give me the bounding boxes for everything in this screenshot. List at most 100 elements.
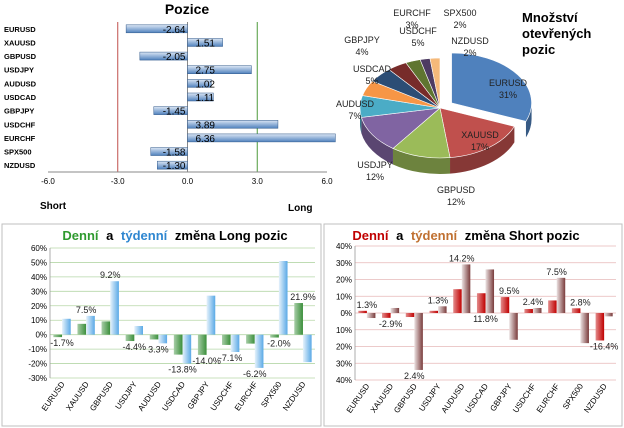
pozice-category-label: USDCHF [4,120,36,129]
long-category-label: USDCAD [160,380,187,413]
pozice-bar [187,120,279,129]
pie-slice-percent: 4% [355,47,368,57]
long-y-tick-label: 60% [31,244,47,253]
pozice-x-tick-label: 0.0 [182,177,194,186]
short-y-tick-label: 10% [336,326,352,335]
long-category-label: USDCHF [209,380,236,413]
short-weekly-bar [485,269,495,313]
pozice-bar [153,106,188,115]
pie-slice-side [525,102,532,138]
pozice-value-label: 1.51 [196,38,216,49]
pozice-bar [187,38,223,47]
short-category-label: GBPJPY [488,381,514,413]
short-daily-bar [524,308,533,313]
short-y-tick-label: 30% [336,359,352,368]
pie-slice-side [450,126,515,174]
pie-slice-label: AUDUSD [336,99,375,109]
long-category-label: XAUUSD [64,380,91,413]
short-weekly-bar [556,277,566,313]
short-title-weekly: týdenní [411,228,458,243]
pozice-bar [150,147,188,156]
short-y-tick-label: 10% [336,292,352,301]
long-daily-bar [149,334,159,340]
short-y-tick-label: 20% [336,343,352,352]
short-data-label: 2.4% [404,371,425,381]
short-weekly-bar [532,307,542,313]
long-daily-bar [125,334,135,342]
pie-slice [361,107,441,149]
long-category-label: EURUSD [40,380,67,413]
long-weekly-bar [230,334,240,352]
pie-slice-label: USDCHF [399,26,437,36]
long-title-weekly: týdenní [121,228,168,243]
short-title-rest: změna Short pozic [465,228,580,243]
pie-slice-percent: 2% [463,48,476,58]
pozice-category-label: USDCAD [4,93,37,102]
short-y-tick-label: 30% [336,259,352,268]
short-chart-border [323,223,623,427]
long-y-tick-label: -30% [28,374,47,383]
pie-slice [439,107,515,158]
pie-slice-label: SPX500 [443,8,476,18]
pozice-category-label: EURCHF [4,134,36,143]
short-label: Short [40,201,67,212]
long-category-label: USDJPY [113,379,139,411]
short-data-label: 2.4% [523,297,544,307]
pie-slice-percent: 5% [411,38,424,48]
pie-slice-label: USDJPY [357,160,393,170]
pozice-value-label: -2.64 [163,25,186,36]
pie-slice-percent: 12% [366,172,384,182]
short-daily-bar [595,313,605,341]
short-data-label: 7.5% [546,267,567,277]
long-weekly-bar [110,281,119,335]
long-weekly-bar [158,334,168,344]
pie-slice-label: GBPJPY [344,35,380,45]
pie-slice-label: NZDUSD [451,36,489,46]
short-title-and: a [396,228,404,243]
pozice-category-label: NZDUSD [4,161,36,170]
pozice-bar [187,92,214,102]
pie-slice-side [392,148,451,174]
long-daily-bar [294,303,303,335]
pozice-category-label: AUDUSD [4,79,37,88]
long-category-label: NZDUSD [281,380,308,413]
short-data-label: 1.3% [428,295,449,305]
long-daily-bar [270,334,279,338]
pozice-value-label: 3.89 [196,120,216,131]
pie-slice-label: XAUUSD [461,130,499,140]
short-daily-bar [453,289,462,313]
long-y-tick-label: -10% [28,345,47,354]
long-category-label: EURCHF [233,380,260,413]
pozice-x-tick-label: 3.0 [252,177,264,186]
short-weekly-bar [461,264,471,313]
long-daily-bar [53,334,63,338]
pozice-bar [187,65,252,74]
pie-slice-label: GBPUSD [437,185,476,195]
short-weekly-bar [438,306,447,313]
short-category-label: EURCHF [535,382,562,415]
pie-chart: Množství otevřených pozic EURUSD 31% XAUUS… [336,8,591,207]
long-y-tick-label: 10% [31,316,47,325]
long-change-chart: Denní a týdenní změna Long pozic 60% 50% 4… [1,223,322,427]
short-category-label: GBPUSD [392,382,419,415]
pozice-category-label: XAUUSD [4,38,36,47]
long-data-label: 21.9% [290,292,316,302]
long-weekly-bar [206,295,216,335]
pozice-bar [187,79,212,88]
long-weekly-bar [134,326,143,335]
pozice-bar [157,160,188,170]
long-daily-bar [197,334,207,355]
short-y-tick-label: 0% [340,309,352,318]
long-daily-bar [222,334,231,345]
pie-slice-percent: 17% [471,142,489,152]
short-weekly-bar [580,313,589,344]
short-y-tick-label: 40% [336,242,352,251]
short-data-label: 1.3% [357,300,378,310]
long-category-label: GBPUSD [88,380,115,413]
short-category-label: SPX500 [561,382,586,412]
short-data-label: 11.8% [473,314,498,324]
long-y-tick-label: 0% [35,331,47,340]
pozice-value-label: 6.36 [196,134,216,145]
short-y-tick-label: 20% [336,276,352,285]
